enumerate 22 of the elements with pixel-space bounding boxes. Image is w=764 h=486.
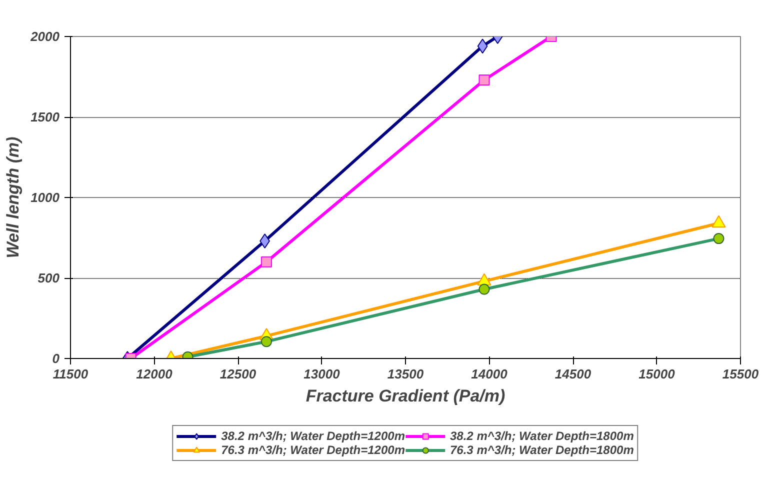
- y-tick-label: 2000: [30, 29, 60, 44]
- x-tick-label: 15000: [638, 366, 676, 382]
- legend-label: 76.3 m^3/h; Water Depth=1800m: [450, 443, 634, 457]
- point: [477, 273, 492, 286]
- x-tick-label: 14000: [471, 366, 508, 382]
- y-tick-label: 1000: [30, 190, 60, 205]
- x-tick-label: 13000: [304, 366, 341, 382]
- x-axis-title: Fracture Gradient (Pa/m): [306, 386, 506, 406]
- y-tick-label: 500: [38, 270, 60, 286]
- legend-label: 38.2 m^3/h; Water Depth=1800m: [450, 429, 634, 443]
- point: [260, 256, 272, 268]
- x-tick-label: 14500: [554, 366, 592, 382]
- x-tick-label: 12500: [220, 366, 257, 382]
- legend-label: 76.3 m^3/h; Water Depth=1200m: [221, 443, 405, 457]
- y-tick-label: 1500: [30, 110, 60, 124]
- legend-label: 38.2 m^3/h; Water Depth=1200m: [221, 429, 405, 443]
- x-tick-label: 11500: [52, 366, 89, 382]
- x-tick-label: 13500: [387, 366, 424, 382]
- x-tick-label: 15500: [722, 366, 760, 382]
- x-tick-label: 12000: [136, 366, 174, 382]
- y-axis-title: Well length (m): [4, 136, 23, 258]
- y-tick-label: 0: [52, 351, 60, 366]
